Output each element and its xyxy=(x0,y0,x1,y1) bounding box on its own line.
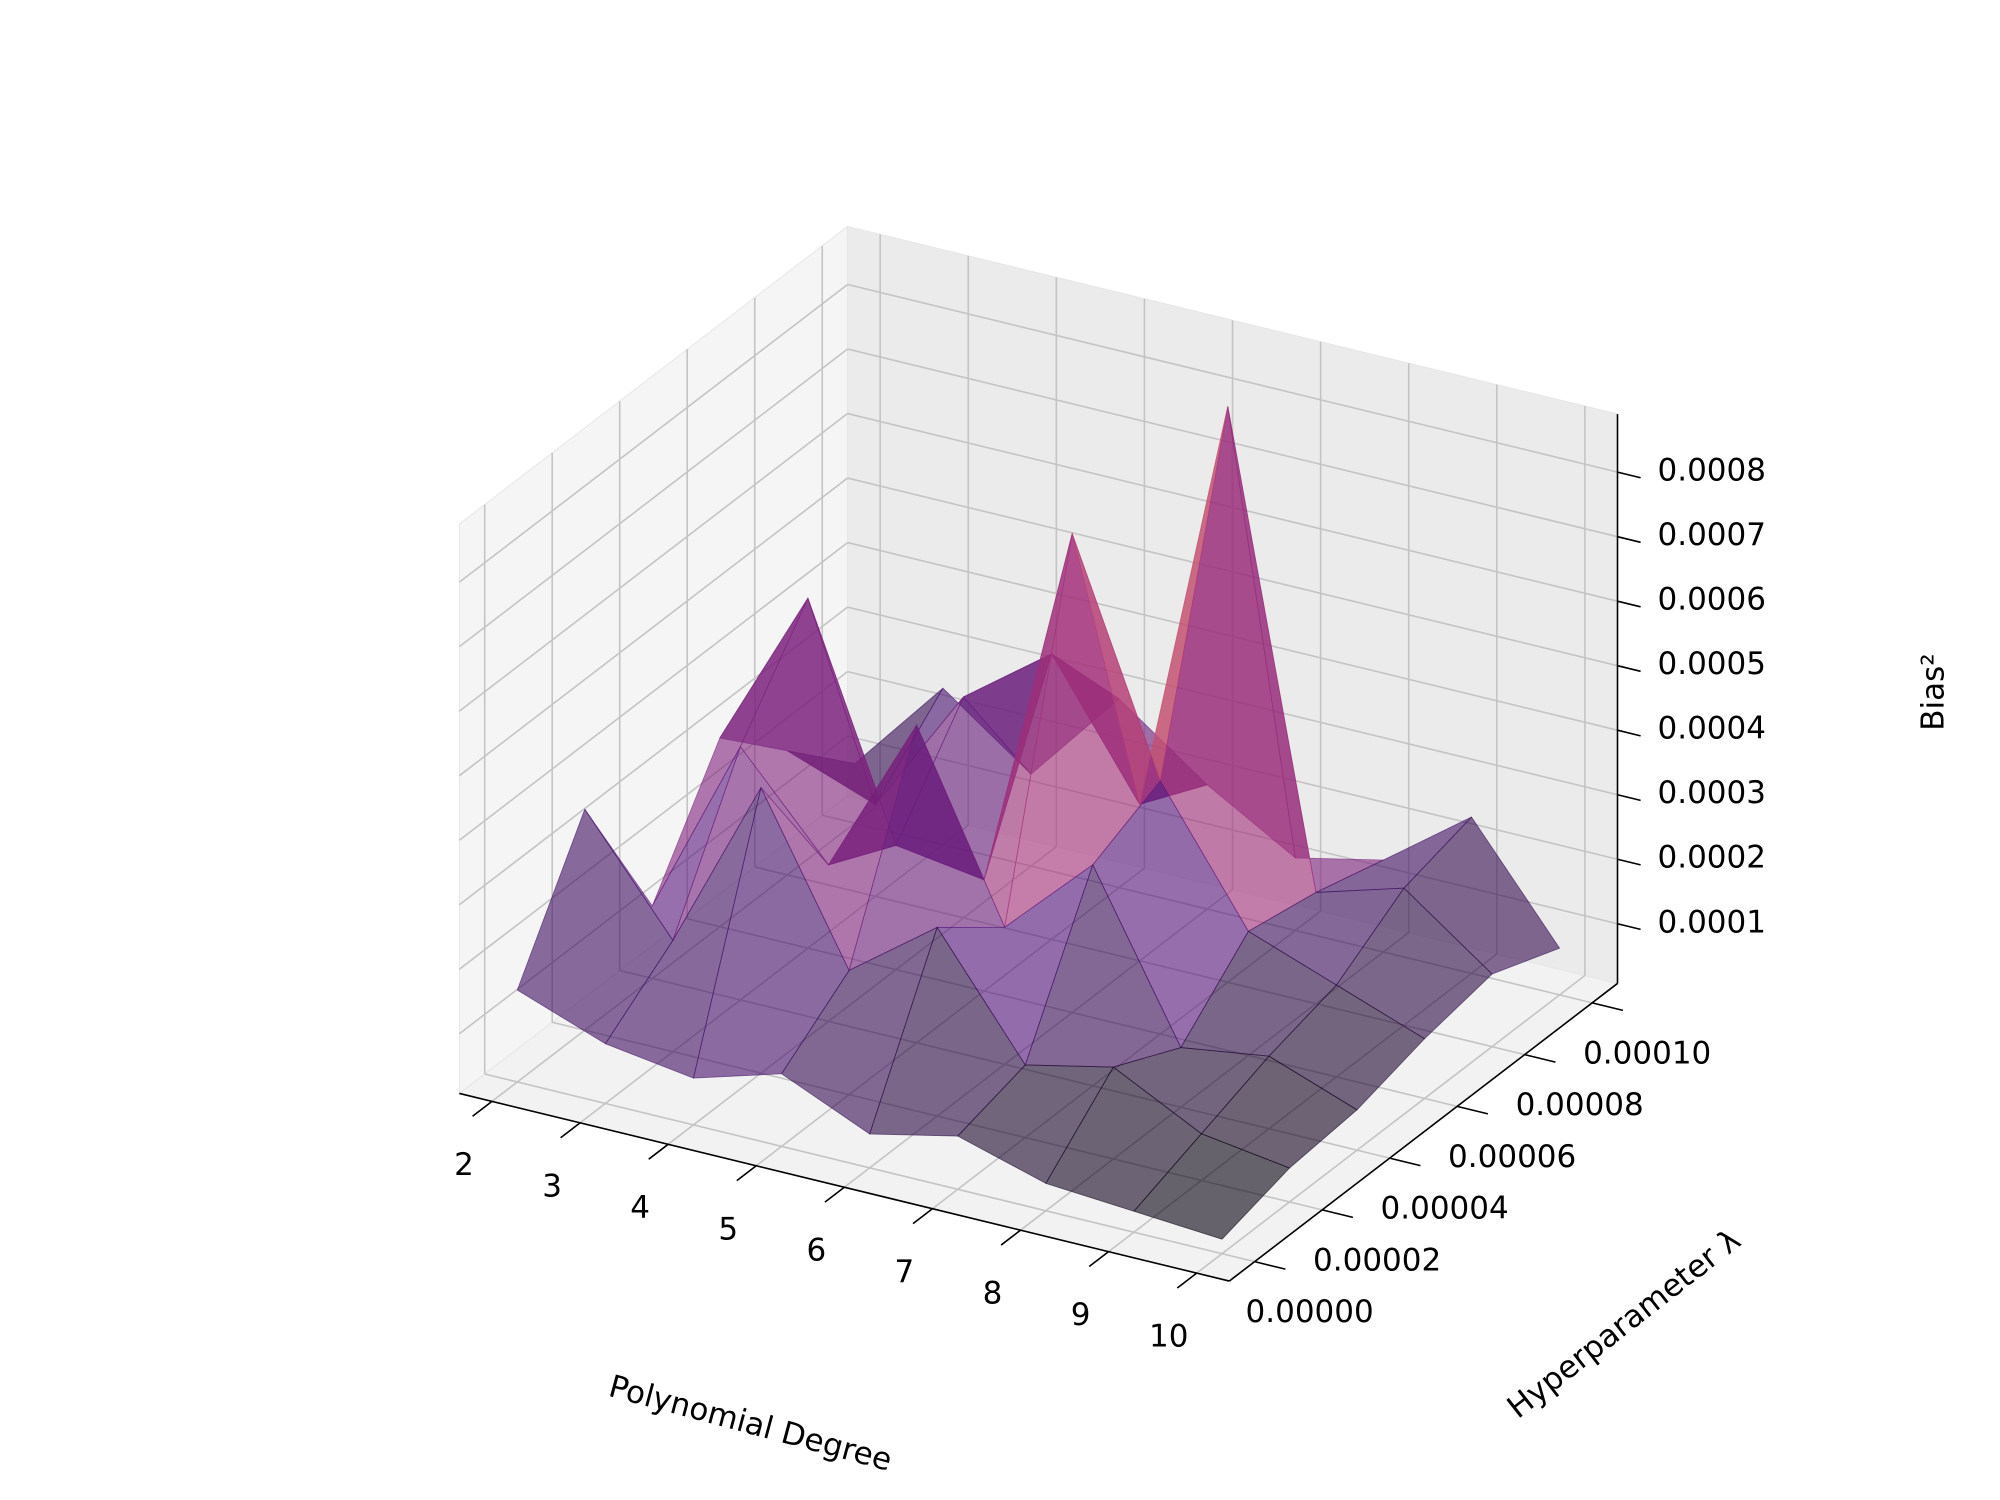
axes: 2 3 4 5 6 7 8 9 10 0.00000 0.00002 0.00004 0.00006 0.… xyxy=(454,414,1766,1355)
x-tick-label: 10 xyxy=(1149,1319,1188,1355)
x-tick-label: 9 xyxy=(1071,1297,1091,1333)
tick-mark xyxy=(1617,600,1641,608)
grid-line xyxy=(847,283,1618,473)
y-tick-label: 0.00010 xyxy=(1583,1035,1711,1071)
tick-mark xyxy=(1389,1157,1421,1167)
x-tick-label: 3 xyxy=(542,1168,562,1204)
tick-mark xyxy=(1617,793,1641,802)
tick-mark xyxy=(1617,922,1641,931)
x-tick-label: 4 xyxy=(630,1190,650,1226)
x-tick-label: 7 xyxy=(895,1254,915,1290)
z-tick-label: 0.0008 xyxy=(1658,453,1766,489)
grid-line xyxy=(484,1073,1255,1263)
y-tick-label: 0.00008 xyxy=(1516,1087,1644,1123)
tick-mark xyxy=(824,1186,845,1203)
tick-mark xyxy=(1000,1229,1022,1246)
z-tick-label: 0.0006 xyxy=(1658,582,1766,618)
z-tick-label: 0.0001 xyxy=(1658,904,1766,940)
surface xyxy=(516,406,1561,1240)
tick-mark xyxy=(560,1122,581,1139)
z-tick-label: 0.0003 xyxy=(1658,775,1766,811)
tick-mark xyxy=(1254,1260,1286,1270)
y-axis-label: Hyperparameter λ xyxy=(1501,1222,1748,1426)
x-axis-label: Polynomial Degree xyxy=(605,1368,896,1478)
tick-mark xyxy=(1617,535,1641,544)
grid-line xyxy=(458,348,849,648)
y-tick-label: 0.00002 xyxy=(1313,1242,1441,1278)
y-tick-label: 0.00004 xyxy=(1381,1191,1509,1227)
surface-face xyxy=(1133,1133,1291,1240)
x-axis-line xyxy=(459,1092,1230,1282)
y-tick-label: 0.00000 xyxy=(1246,1294,1374,1330)
tick-mark xyxy=(1617,858,1641,866)
tick-mark xyxy=(648,1143,669,1160)
y-tick-label: 0.00006 xyxy=(1448,1139,1576,1175)
tick-mark xyxy=(1088,1251,1110,1268)
tick-mark xyxy=(1176,1272,1198,1289)
tick-mark xyxy=(1321,1209,1354,1219)
x-tick-label: 2 xyxy=(454,1147,474,1183)
x-tick-label: 6 xyxy=(806,1233,826,1269)
tick-mark xyxy=(1617,471,1641,479)
tick-mark xyxy=(912,1208,933,1225)
tick-mark xyxy=(1456,1105,1489,1115)
z-tick-label: 0.0004 xyxy=(1658,711,1766,747)
x-tick-label: 8 xyxy=(983,1276,1003,1312)
grid-line xyxy=(458,477,849,777)
z-tick-label: 0.0005 xyxy=(1658,646,1766,682)
grid-line xyxy=(458,541,849,841)
grid-line xyxy=(1196,974,1586,1274)
tick-mark xyxy=(472,1100,493,1117)
tick-mark xyxy=(1617,664,1641,673)
grid-line xyxy=(458,412,849,712)
z-axis-label: Bias² xyxy=(1916,653,1952,730)
x-tick-label: 5 xyxy=(718,1211,738,1247)
grid-line xyxy=(458,283,849,583)
tick-mark xyxy=(736,1165,757,1182)
y-axis-line xyxy=(1228,982,1618,1282)
tick-mark xyxy=(1591,1002,1624,1012)
z-tick-label: 0.0002 xyxy=(1658,840,1766,876)
tick-mark xyxy=(1617,729,1641,737)
tick-mark xyxy=(1524,1053,1556,1063)
z-tick-label: 0.0007 xyxy=(1658,517,1766,553)
